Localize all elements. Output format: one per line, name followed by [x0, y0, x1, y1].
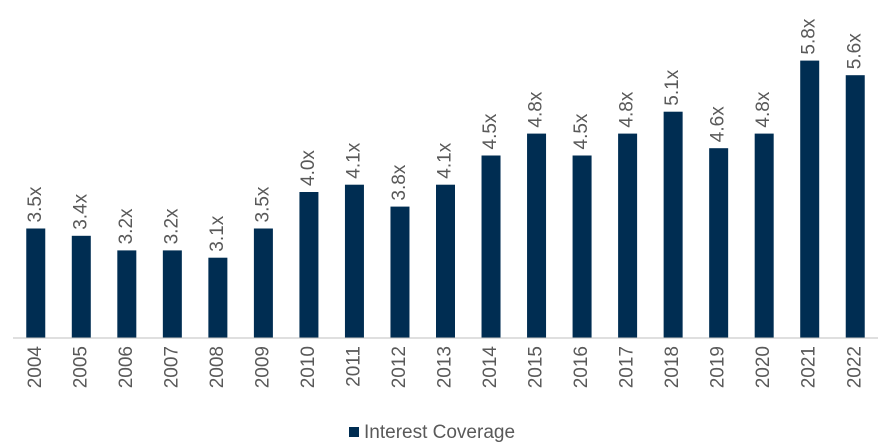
bar	[436, 184, 455, 338]
data-label: 4.0x	[298, 150, 319, 186]
bar	[390, 206, 410, 338]
data-label: 4.8x	[526, 91, 547, 127]
bar	[709, 148, 729, 338]
x-tick-label: 2007	[161, 346, 182, 388]
legend-label: Interest Coverage	[364, 422, 515, 443]
x-tick-label: 2009	[252, 346, 273, 388]
bar	[71, 235, 91, 338]
bar	[299, 192, 319, 338]
data-label: 5.6x	[844, 33, 865, 69]
data-label: 3.5x	[25, 186, 46, 222]
data-label: 3.1x	[207, 215, 228, 251]
bar	[754, 133, 774, 338]
x-tick-label: 2014	[480, 346, 501, 389]
bar	[253, 228, 273, 338]
x-tick-label: 2017	[617, 346, 638, 388]
x-tick-label: 2020	[753, 346, 774, 388]
data-label: 3.4x	[70, 193, 91, 229]
bar	[344, 184, 364, 338]
x-tick-label: 2012	[389, 346, 410, 388]
data-label: 3.5x	[252, 186, 273, 222]
x-tick-label: 2004	[25, 346, 46, 389]
bar	[572, 155, 592, 338]
x-tick-label: 2008	[207, 346, 228, 388]
data-label: 4.8x	[617, 91, 638, 127]
x-tick-label: 2010	[298, 346, 319, 388]
x-tick-label: 2005	[70, 346, 91, 388]
x-tick-label: 2016	[571, 346, 592, 388]
bar	[208, 257, 228, 338]
x-tick-label: 2013	[435, 346, 456, 388]
data-label: 3.8x	[389, 164, 410, 200]
x-tick-label: 2021	[799, 346, 820, 388]
data-label: 3.2x	[161, 208, 182, 244]
data-label: 5.8x	[799, 18, 820, 54]
bar	[618, 133, 638, 338]
data-label: 4.5x	[571, 113, 592, 149]
bar	[117, 250, 137, 338]
bar	[527, 133, 547, 338]
data-label: 5.1x	[662, 69, 683, 105]
data-label: 4.1x	[435, 142, 456, 178]
bar	[481, 155, 501, 338]
x-tick-label: 2011	[343, 346, 364, 387]
x-tick-label: 2018	[662, 346, 683, 388]
data-label: 4.1x	[343, 142, 364, 178]
x-tick-label: 2019	[708, 346, 729, 388]
data-label: 4.5x	[480, 113, 501, 149]
legend-swatch	[349, 427, 359, 437]
data-label: 4.6x	[708, 106, 729, 142]
x-tick-label: 2022	[844, 346, 865, 388]
x-tick-label: 2015	[526, 346, 547, 388]
bar	[663, 111, 683, 338]
bar	[800, 60, 820, 338]
bar	[162, 250, 182, 338]
bar	[26, 228, 46, 338]
bar	[845, 75, 865, 338]
x-tick-label: 2006	[116, 346, 137, 388]
data-label: 3.2x	[116, 208, 137, 244]
data-label: 4.8x	[753, 91, 774, 127]
